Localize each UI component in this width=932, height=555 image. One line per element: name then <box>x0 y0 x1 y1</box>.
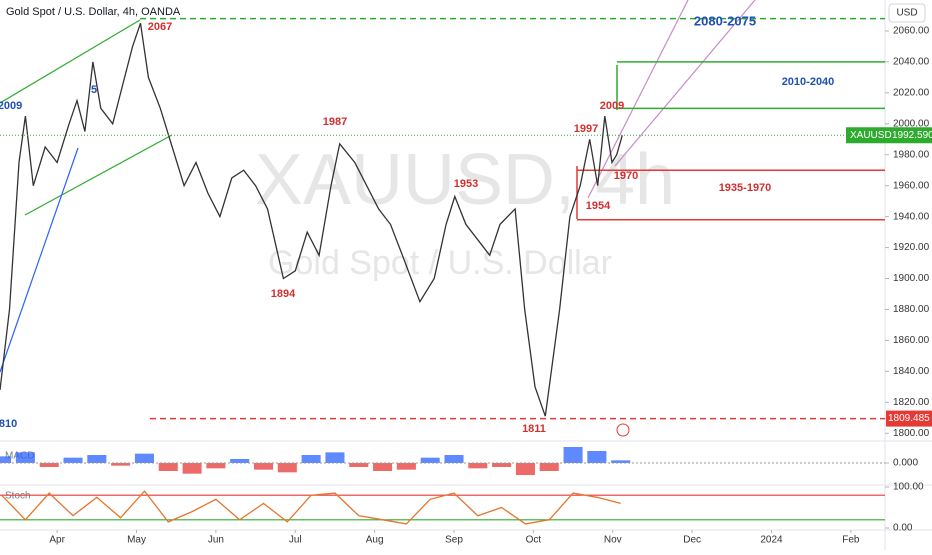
histogram-bar <box>111 463 131 466</box>
x-tick-label: 2024 <box>760 535 783 546</box>
x-tick-label: Jun <box>208 535 224 546</box>
annotation: 1894 <box>271 288 296 300</box>
y-tick-label: 1820.00 <box>893 397 930 408</box>
annotation: 1970 <box>614 170 638 182</box>
y-tick-label: 0.000 <box>893 458 918 469</box>
price-line <box>1 490 621 525</box>
annotation: 2010-2040 <box>782 76 835 88</box>
histogram-bar <box>515 463 535 475</box>
y-tick-label: 100.00 <box>893 482 924 493</box>
histogram-bar <box>230 459 250 463</box>
last-price-label: 1992.590 <box>892 130 932 141</box>
annotation: 2067 <box>148 21 172 33</box>
price-tag-label: 1809.485 <box>888 413 930 424</box>
price-line <box>0 22 623 417</box>
histogram-bar <box>15 452 35 463</box>
pane-title: Stoch <box>5 491 31 502</box>
x-tick-label: Aug <box>366 535 384 546</box>
y-tick-label: 1960.00 <box>893 180 930 191</box>
y-tick-label: 1900.00 <box>893 273 930 284</box>
histogram-bar <box>349 463 369 467</box>
annotation: 1935-1970 <box>719 182 772 194</box>
histogram-bar <box>539 463 559 471</box>
y-tick-label: 1880.00 <box>893 304 930 315</box>
chart-title: Gold Spot / U.S. Dollar, 4h, OANDA <box>6 6 181 18</box>
histogram-bar <box>0 456 12 463</box>
histogram-bar <box>134 453 154 463</box>
histogram-bar <box>468 463 488 469</box>
histogram-bar <box>396 463 416 470</box>
y-tick-label: 1860.00 <box>893 335 930 346</box>
histogram-bar <box>325 452 345 463</box>
histogram-bar <box>611 460 631 463</box>
annotation: 5 <box>91 84 97 96</box>
pitch-line <box>587 0 689 199</box>
annotation: 810 <box>0 418 17 430</box>
x-tick-label: Nov <box>604 535 622 546</box>
channel-line <box>0 19 141 104</box>
histogram-bar <box>253 463 274 470</box>
histogram-bar <box>563 447 583 463</box>
histogram-bar <box>87 455 107 463</box>
y-tick-label: 1980.00 <box>893 149 930 160</box>
histogram-bar <box>206 463 226 469</box>
y-tick-label: 2060.00 <box>893 26 930 37</box>
histogram-bar <box>420 457 440 463</box>
y-tick-label: 1920.00 <box>893 242 930 253</box>
pitch-line <box>614 0 756 167</box>
histogram-bar <box>182 463 202 474</box>
y-tick-label: 1840.00 <box>893 366 930 377</box>
annotation: 2009 <box>600 100 624 112</box>
y-tick-label: 2000.00 <box>893 118 930 129</box>
annotation: 2080-2075 <box>694 13 756 28</box>
histogram-bar <box>63 457 83 463</box>
last-price-symbol: XAUUSD <box>850 130 892 141</box>
currency-box[interactable] <box>888 3 926 23</box>
price-tag <box>886 410 932 427</box>
x-tick-label: May <box>127 535 146 546</box>
x-tick-label: Apr <box>49 535 65 546</box>
histogram-bar <box>39 463 59 467</box>
drawings <box>0 0 756 437</box>
histogram-bar <box>277 463 297 473</box>
channel-line <box>24 134 173 216</box>
histogram-bar <box>587 451 607 463</box>
y-tick-label: 1800.00 <box>893 428 930 439</box>
histogram-bar <box>444 455 464 463</box>
y-tick-label: 1940.00 <box>893 211 930 222</box>
annotation: 1811 <box>522 423 546 435</box>
x-tick-label: Dec <box>683 535 701 546</box>
last-price-tag <box>846 127 932 144</box>
x-tick-label: Feb <box>842 535 860 546</box>
x-tick-label: Jul <box>289 535 302 546</box>
histogram-bar <box>373 463 393 471</box>
histogram-bar <box>301 455 321 463</box>
annotation: 1954 <box>586 200 611 212</box>
currency: USD <box>896 8 917 19</box>
trend-arrow <box>0 147 79 373</box>
x-tick-label: Sep <box>445 535 463 546</box>
annotation: 2009 <box>0 100 22 112</box>
watermark: XAUUSD, 4h <box>255 140 675 220</box>
alert-icon <box>616 423 630 437</box>
y-tick-label: 2040.00 <box>893 57 930 68</box>
annotation: 1953 <box>454 178 478 190</box>
annotation: 1987 <box>323 116 347 128</box>
x-tick-label: Oct <box>526 535 542 546</box>
histogram-bar <box>492 463 512 467</box>
y-tick-label: 2020.00 <box>893 87 930 98</box>
annotation: 1997 <box>574 123 598 135</box>
y-tick-label: 0.00 <box>893 523 913 534</box>
histogram-bar <box>158 463 178 471</box>
